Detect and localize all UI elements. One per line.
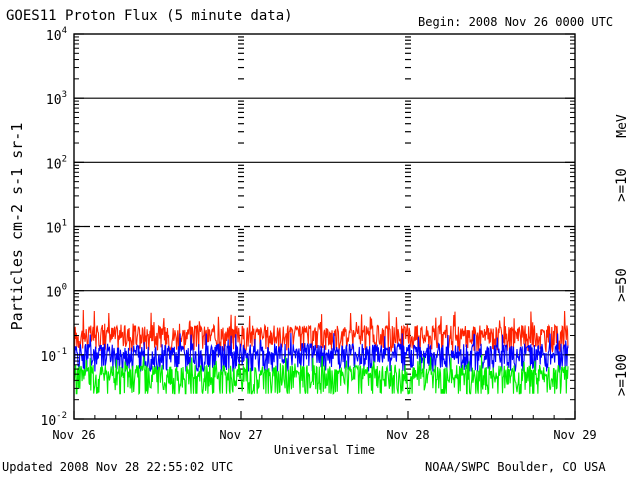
legend-label: >=10 xyxy=(614,168,630,202)
y-tick-label: 10-1 xyxy=(41,347,68,365)
legend-label: >=50 xyxy=(614,268,630,302)
legend-label: >=100 xyxy=(614,354,630,396)
updated-timestamp: Updated 2008 Nov 28 22:55:02 UTC xyxy=(2,460,234,474)
x-tick-label: Nov 27 xyxy=(219,428,262,442)
series-line xyxy=(73,309,569,353)
series-line xyxy=(73,354,569,396)
y-tick-label: 102 xyxy=(46,154,67,172)
y-tick-label: 100 xyxy=(46,283,67,301)
x-tick-label: Nov 28 xyxy=(386,428,429,442)
x-tick-label: Nov 29 xyxy=(553,428,596,442)
series-line xyxy=(73,333,569,373)
x-tick-label: Nov 26 xyxy=(52,428,95,442)
x-axis-title: Universal Time xyxy=(274,443,375,457)
unit-label: MeV xyxy=(615,114,630,138)
title: GOES11 Proton Flux (5 minute data) xyxy=(6,8,293,24)
y-axis-title: Particles cm-2 s-1 sr-1 xyxy=(8,123,26,331)
y-tick-label: 103 xyxy=(46,90,67,108)
credit: NOAA/SWPC Boulder, CO USA xyxy=(425,460,606,474)
begin-date: Begin: 2008 Nov 26 0000 UTC xyxy=(418,15,614,29)
y-tick-label: 10-2 xyxy=(41,411,68,429)
y-tick-label: 104 xyxy=(46,26,67,44)
plot-frame xyxy=(73,33,576,420)
y-tick-label: 101 xyxy=(46,219,67,237)
